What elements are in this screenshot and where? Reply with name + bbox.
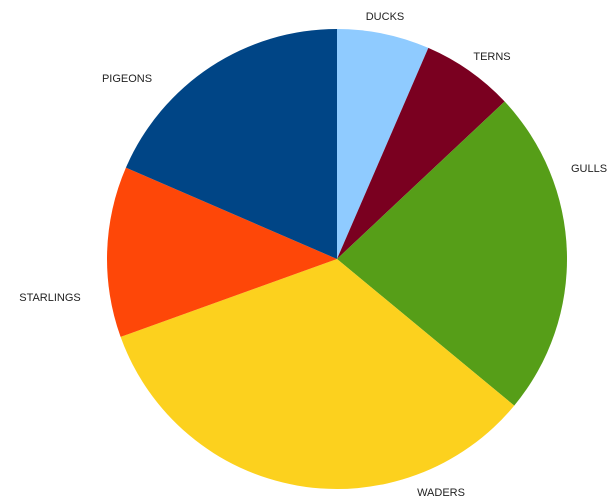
pie-slice-gulls (337, 101, 568, 406)
slice-label-starlings: STARLINGS (19, 292, 81, 304)
pie-slice-terns (337, 47, 505, 259)
pie-slice-pigeons (125, 29, 337, 259)
pie-labels: DUCKS TERNS GULLS WADERS STARLINGS PIGEONS (19, 11, 607, 499)
pie-slices (107, 29, 568, 490)
pie-slice-ducks (337, 29, 429, 259)
pie-slice-starlings (107, 167, 337, 337)
slice-label-gulls: GULLS (571, 163, 607, 175)
pie-slice-waders (120, 259, 515, 490)
slice-label-terns: TERNS (473, 51, 510, 63)
slice-label-ducks: DUCKS (366, 11, 405, 23)
slice-label-waders: WADERS (417, 487, 465, 499)
slice-label-pigeons: PIGEONS (102, 73, 152, 85)
